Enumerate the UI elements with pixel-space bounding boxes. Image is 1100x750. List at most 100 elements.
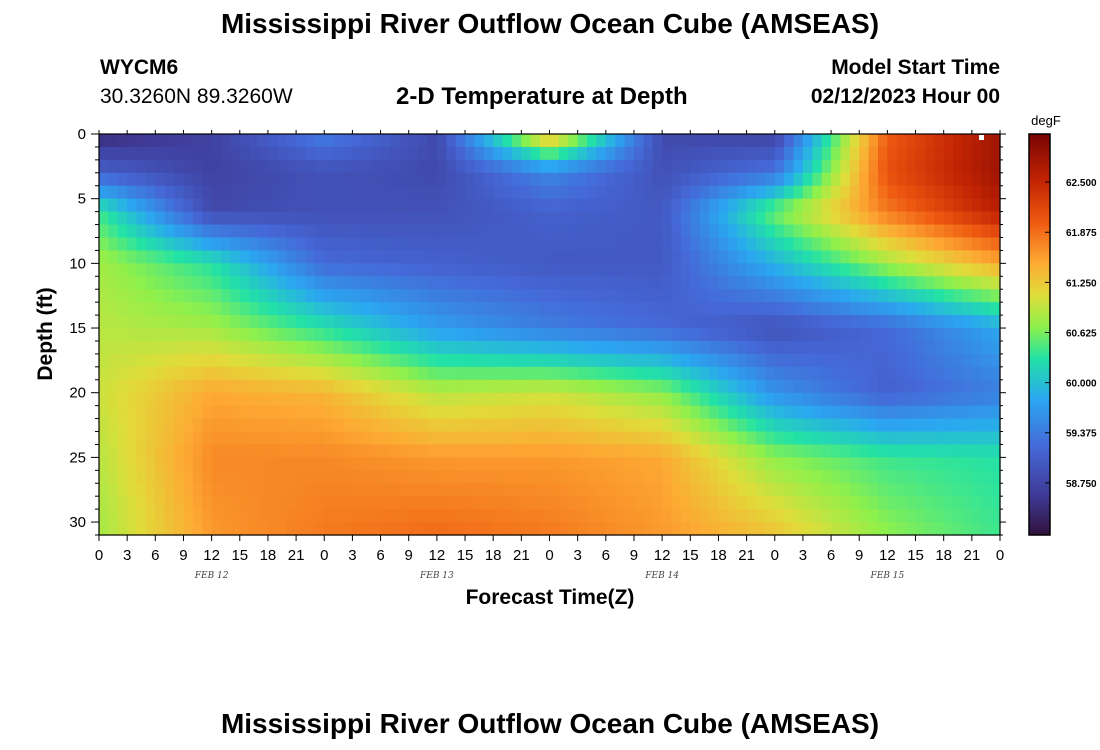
heatmap-cell — [802, 263, 813, 277]
heatmap-cell — [108, 405, 119, 420]
heatmap-cell — [145, 470, 156, 484]
heatmap-cell — [558, 315, 569, 329]
heatmap-cell — [324, 405, 335, 420]
heatmap-cell — [915, 289, 926, 303]
heatmap-cell — [990, 353, 1001, 368]
heatmap-cell — [755, 340, 766, 355]
heatmap-cell — [511, 392, 522, 407]
heatmap-cell — [446, 224, 457, 239]
heatmap-cell — [352, 418, 363, 433]
heatmap-cell — [436, 172, 447, 187]
heatmap-cell — [765, 224, 776, 239]
heatmap-cell — [361, 431, 372, 446]
heatmap-cell — [859, 289, 870, 303]
heatmap-cell — [408, 211, 419, 226]
heatmap-cell — [596, 198, 607, 213]
heatmap-cell — [455, 444, 466, 458]
heatmap-cell — [399, 172, 410, 187]
heatmap-cell — [802, 198, 813, 213]
heatmap-cell — [652, 159, 663, 174]
heatmap-cell — [877, 250, 888, 264]
heatmap-cell — [361, 250, 372, 264]
heatmap-cell — [408, 263, 419, 277]
heatmap-cell — [380, 315, 391, 329]
heatmap-cell — [502, 237, 513, 252]
heatmap-cell — [727, 185, 738, 200]
heatmap-cell — [202, 509, 213, 523]
heatmap-cell — [418, 470, 429, 484]
heatmap-cell — [877, 431, 888, 446]
heatmap-cell — [502, 263, 513, 277]
heatmap-cell — [821, 431, 832, 446]
heatmap-cell — [981, 302, 992, 316]
heatmap-cell — [765, 211, 776, 226]
heatmap-cell — [990, 444, 1001, 458]
heatmap-cell — [981, 496, 992, 510]
heatmap-cell — [249, 276, 260, 290]
heatmap-cell — [624, 340, 635, 355]
station-id: WYCM6 — [100, 56, 179, 79]
heatmap-cell — [718, 366, 729, 381]
heatmap-cell — [924, 392, 935, 407]
heatmap-cell — [962, 379, 973, 394]
heatmap-cell — [343, 302, 354, 316]
heatmap-cell — [145, 392, 156, 407]
heatmap-cell — [727, 340, 738, 355]
heatmap-cell — [849, 289, 860, 303]
heatmap-cell — [549, 289, 560, 303]
heatmap-cell — [371, 185, 382, 200]
heatmap-cell — [343, 418, 354, 433]
heatmap-cell — [709, 211, 720, 226]
heatmap-cell — [145, 379, 156, 394]
heatmap-cell — [277, 496, 288, 510]
heatmap-cell — [418, 237, 429, 252]
heatmap-cell — [690, 353, 701, 368]
heatmap-cell — [502, 405, 513, 420]
heatmap-cell — [399, 457, 410, 471]
heatmap-cell — [192, 224, 203, 239]
heatmap-cell — [587, 263, 598, 277]
heatmap-cell — [343, 379, 354, 394]
heatmap-cell — [99, 250, 109, 264]
heatmap-cell — [511, 237, 522, 252]
heatmap-cell — [249, 172, 260, 187]
heatmap-cell — [117, 496, 128, 510]
heatmap-cell — [258, 211, 269, 226]
heatmap-cell — [718, 457, 729, 471]
heatmap-cell — [145, 509, 156, 523]
heatmap-cell — [108, 496, 119, 510]
heatmap-cell — [784, 340, 795, 355]
heatmap-cell — [164, 340, 175, 355]
heatmap-cell — [164, 431, 175, 446]
heatmap-cell — [314, 457, 325, 471]
heatmap-cell — [671, 289, 682, 303]
heatmap-cell — [361, 302, 372, 316]
heatmap-cell — [399, 379, 410, 394]
heatmap-cell — [117, 159, 128, 174]
heatmap-cell — [577, 379, 588, 394]
heatmap-cell — [831, 211, 842, 226]
heatmap-cell — [211, 276, 222, 290]
heatmap-cell — [887, 509, 898, 523]
model-start-label: Model Start Time — [831, 56, 1000, 79]
heatmap-cell — [399, 276, 410, 290]
heatmap-cell — [239, 172, 250, 187]
heatmap-cell — [624, 146, 635, 161]
heatmap-cell — [380, 444, 391, 458]
heatmap-cell — [831, 315, 842, 329]
heatmap-cell — [577, 366, 588, 381]
heatmap-cell — [108, 340, 119, 355]
heatmap-cell — [549, 353, 560, 368]
heatmap-cell — [455, 431, 466, 446]
heatmap-cell — [915, 328, 926, 342]
heatmap-cell — [690, 379, 701, 394]
x-tick-label: 21 — [513, 547, 530, 564]
heatmap-cell — [774, 483, 785, 497]
heatmap-cell — [915, 159, 926, 174]
heatmap-cell — [249, 315, 260, 329]
heatmap-cell — [887, 328, 898, 342]
heatmap-cell — [633, 224, 644, 239]
heatmap-cell — [943, 211, 954, 226]
heatmap-cell — [671, 509, 682, 523]
heatmap-cell — [192, 211, 203, 226]
